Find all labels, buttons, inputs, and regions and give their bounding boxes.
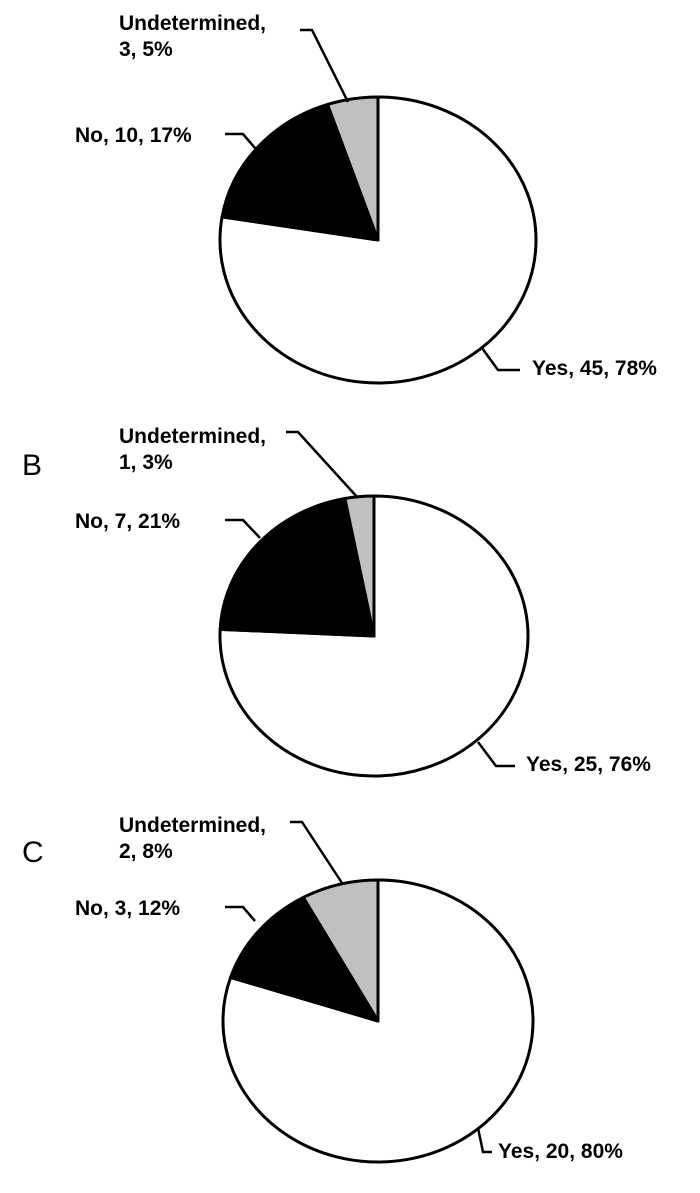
pie-chart-2: B Yes, 25, 76% No, 7, 21% Undetermined, 1, 3…: [22, 425, 651, 778]
data-label-undetermined: Undetermined, 3, 5%: [119, 12, 266, 61]
leader-line-yes: [480, 347, 520, 372]
leader-line-yes: [477, 741, 515, 768]
data-label-no: No, 3, 12%: [75, 897, 180, 920]
panel-letter: C: [22, 836, 44, 869]
data-label-line: Undetermined,: [119, 814, 266, 837]
pie-slice-undetermined: [326, 95, 380, 242]
leader-line-undetermined: [290, 820, 344, 884]
data-label-no: No, 7, 21%: [75, 510, 180, 533]
data-label-line: Yes, 25, 76%: [526, 753, 651, 776]
data-label-yes: Yes, 25, 76%: [526, 753, 651, 776]
leader-line-no: [225, 518, 261, 539]
data-label-line: Undetermined,: [119, 12, 266, 35]
data-label-line: Yes, 45, 78%: [532, 357, 657, 380]
leader-line-undetermined: [300, 28, 350, 103]
data-label-line: 3, 5%: [119, 38, 173, 61]
pie-chart-1: Yes, 45, 78% No, 10, 17% Undetermined, 3, 5…: [75, 12, 657, 385]
data-label-line: 2, 8%: [119, 840, 173, 863]
data-label-undetermined: Undetermined, 2, 8%: [119, 814, 266, 863]
pie-slice-no: [229, 895, 380, 1023]
data-label-line: No, 10, 17%: [75, 124, 192, 147]
data-label-line: No, 3, 12%: [75, 897, 180, 920]
leader-line-no: [225, 132, 256, 149]
data-label-line: Yes, 20, 80%: [498, 1140, 623, 1163]
pie-chart-3: C Yes, 20, 80% No, 3, 12% Undetermined, 2, 8…: [22, 814, 623, 1164]
data-label-yes: Yes, 45, 78%: [532, 357, 657, 380]
pie-slice-undetermined: [343, 494, 376, 638]
pie-slice-yes: [218, 494, 530, 778]
data-label-undetermined: Undetermined, 1, 3%: [119, 425, 266, 474]
data-label-line: 1, 3%: [119, 451, 173, 474]
data-label-line: No, 7, 21%: [75, 510, 180, 533]
leader-line-no: [225, 905, 256, 922]
data-label-no: No, 10, 17%: [75, 124, 192, 147]
panel-letter: B: [22, 449, 42, 482]
pie-slice-no: [218, 497, 376, 638]
pie-slice-undetermined: [301, 878, 380, 1023]
leader-line-yes: [476, 1127, 492, 1154]
data-label-line: Undetermined,: [119, 425, 266, 448]
leader-line-undetermined: [286, 430, 359, 499]
data-label-yes: Yes, 20, 80%: [498, 1140, 623, 1163]
